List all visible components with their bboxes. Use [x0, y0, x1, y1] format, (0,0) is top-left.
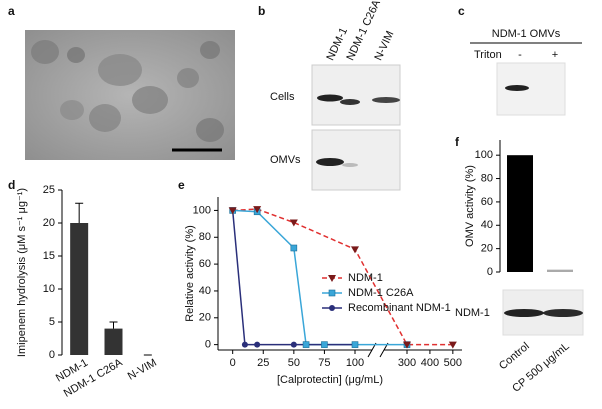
- y-tick-label: 40: [199, 285, 211, 297]
- panel-label: b: [258, 4, 265, 18]
- y-tick-label: 20: [43, 217, 55, 229]
- y-tick-label: 100: [193, 204, 211, 216]
- marker: [290, 341, 297, 348]
- x-tick-label: 50: [288, 357, 300, 369]
- marker: [254, 341, 261, 348]
- lane-label: +: [552, 49, 558, 61]
- y-tick-label: 100: [475, 149, 493, 161]
- marker: [351, 341, 359, 348]
- panel-label: e: [178, 178, 185, 192]
- y-axis-label: OMV activity (%): [464, 165, 476, 247]
- row-label: Triton: [474, 49, 502, 61]
- x-tick-label: 100: [346, 357, 364, 369]
- bar: [547, 269, 573, 272]
- panel-label: f: [455, 135, 460, 149]
- legend-marker: [328, 289, 336, 297]
- y-tick-label: 60: [481, 196, 493, 208]
- y-tick-label: 5: [49, 316, 55, 328]
- bar: [104, 328, 123, 355]
- series-line: [231, 210, 355, 346]
- y-tick-label: 40: [481, 219, 493, 231]
- x-tick-label: 500: [444, 357, 462, 369]
- blot-b: [311, 64, 401, 191]
- error-bar: [109, 321, 118, 329]
- marker: [403, 341, 411, 349]
- y-tick-label: 20: [481, 243, 493, 255]
- bar: [507, 155, 533, 272]
- series-line: [232, 208, 453, 346]
- marker: [241, 341, 248, 348]
- marker: [302, 341, 310, 348]
- lane-label: -: [518, 49, 522, 61]
- x-tick-label: NDM-1 C26A: [62, 356, 125, 399]
- marker: [290, 244, 298, 252]
- y-tick-label: 15: [43, 250, 55, 262]
- y-tick-label: 20: [199, 312, 211, 324]
- x-tick-label: 300: [398, 357, 416, 369]
- y-axis-label: Relative activity (%): [184, 225, 196, 322]
- bar: [70, 223, 89, 355]
- x-tick-label: 75: [318, 357, 330, 369]
- blot-c: [470, 42, 582, 116]
- panel-label: c: [458, 4, 465, 18]
- lane-label: N-VIM: [372, 29, 396, 62]
- y-tick-label: 0: [49, 349, 55, 361]
- x-tick-label: 400: [421, 357, 439, 369]
- legend-marker: [329, 305, 335, 311]
- y-tick-label: 80: [481, 172, 493, 184]
- marker: [289, 219, 298, 227]
- y-tick-label: 0: [205, 339, 211, 351]
- y-tick-label: 60: [199, 258, 211, 270]
- y-axis-label: Imipenem hydrolysis (μM s⁻¹ μg⁻¹): [16, 188, 28, 357]
- x-tick-label: N-VIM: [126, 357, 159, 383]
- y-tick-label: 80: [199, 231, 211, 243]
- micrograph: [25, 30, 235, 160]
- y-tick-label: 25: [43, 184, 55, 196]
- blot-f: [502, 289, 584, 336]
- x-tick-label: Control: [497, 340, 532, 372]
- blot-title: NDM-1 OMVs: [492, 28, 561, 40]
- y-tick-label: 0: [487, 266, 493, 278]
- marker: [253, 206, 262, 214]
- legend-label: Recombinant NDM-1: [348, 302, 451, 314]
- legend-label: NDM-1 C26A: [348, 287, 414, 299]
- y-tick-label: 10: [43, 283, 55, 295]
- error-bar: [75, 202, 84, 223]
- marker: [448, 341, 457, 349]
- legend-marker: [328, 275, 336, 282]
- x-axis-label: [Calprotectin] (μg/mL): [277, 374, 383, 386]
- x-tick-label: 0: [230, 357, 236, 369]
- marker: [228, 207, 237, 215]
- marker: [351, 246, 359, 254]
- x-tick-label: 25: [257, 357, 269, 369]
- legend-label: NDM-1: [348, 272, 383, 284]
- row-label: OMVs: [270, 154, 301, 166]
- panel-label: a: [8, 4, 15, 18]
- row-label: Cells: [270, 91, 295, 103]
- marker: [321, 341, 328, 348]
- row-label: NDM-1: [455, 307, 490, 319]
- panel-label: d: [8, 178, 15, 192]
